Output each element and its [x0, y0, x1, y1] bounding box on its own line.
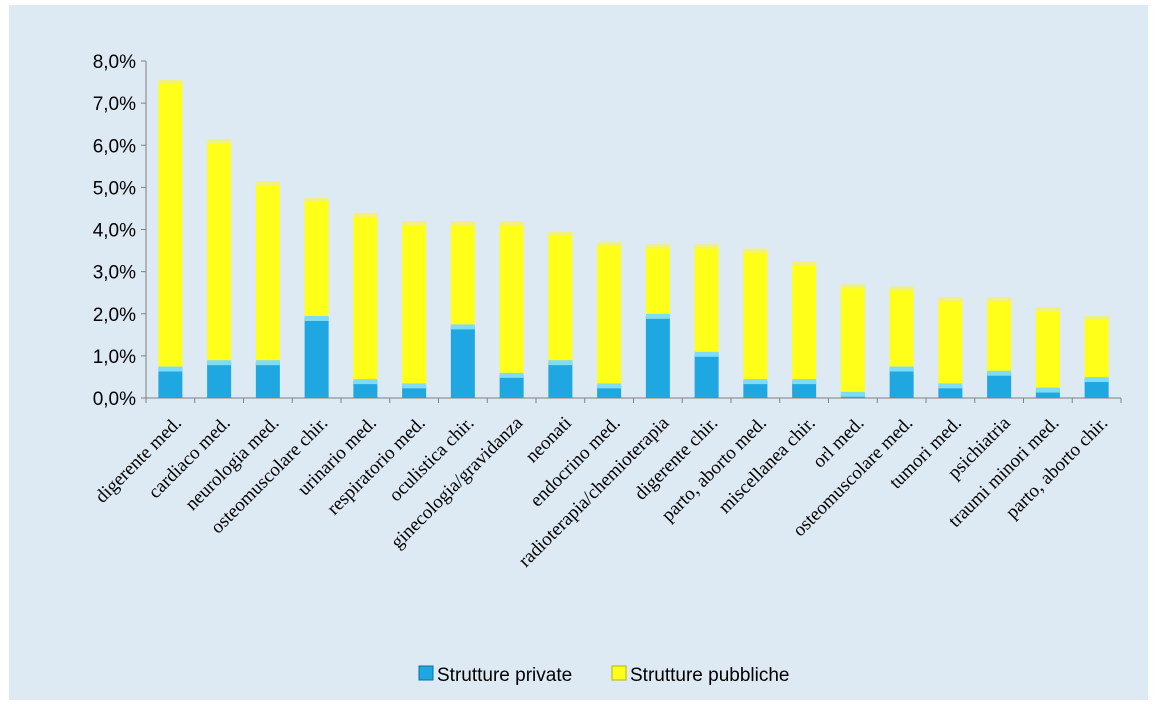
bar-private: [987, 372, 1012, 398]
bar-private-cap: [548, 360, 573, 366]
bar-private: [645, 315, 670, 398]
bar-public-cap: [1035, 307, 1060, 312]
y-tick-label: 8,0%: [93, 52, 136, 73]
bar-private: [1084, 379, 1109, 398]
bar-public: [402, 223, 427, 386]
bar-public: [792, 263, 817, 382]
bar-private-cap: [987, 370, 1012, 376]
bar-public-cap: [597, 242, 622, 247]
bar-public-cap: [158, 80, 183, 85]
bar-private: [402, 385, 427, 398]
bar-private-cap: [938, 383, 963, 389]
y-tick-label: 2,0%: [93, 305, 136, 326]
bar-private-cap: [1035, 387, 1060, 393]
bar-private: [255, 362, 280, 398]
legend-label-private: Strutture private: [437, 665, 572, 686]
bar-public-cap: [645, 244, 670, 249]
y-tick-label: 7,0%: [93, 94, 136, 115]
bar-private: [792, 381, 817, 398]
y-tick-label: 5,0%: [93, 178, 136, 199]
bar-private-cap: [597, 383, 622, 389]
bar-public-cap: [1084, 315, 1109, 320]
bar-public: [840, 286, 865, 394]
bar-public: [987, 299, 1012, 373]
bar-private: [207, 362, 232, 398]
bar-private-cap: [255, 360, 280, 366]
bar-private: [1035, 389, 1060, 398]
bar-public-cap: [743, 248, 768, 253]
bar-public-cap: [304, 198, 329, 203]
bar-public: [597, 244, 622, 386]
bar-private: [597, 385, 622, 398]
bar-public: [158, 82, 183, 369]
bar-public: [499, 223, 524, 375]
bar-public-cap: [792, 261, 817, 266]
y-tick-label: 4,0%: [93, 221, 136, 242]
bar-public: [743, 250, 768, 382]
bar-private-cap: [499, 372, 524, 378]
bar-private: [353, 381, 378, 398]
x-axis: [145, 397, 1122, 403]
bar-private-cap: [450, 324, 475, 330]
bar-public: [548, 233, 573, 363]
y-axis: 0,0% 1,0% 2,0% 3,0% 4,0% 5,0% 6,0% 7,0% 8,0%: [93, 52, 147, 410]
bar-public: [304, 200, 329, 318]
y-tick-label: 1,0%: [93, 347, 136, 368]
bar-private-cap: [889, 366, 914, 372]
bar-private-cap: [207, 360, 232, 366]
bar-public: [889, 288, 914, 369]
bar-private-cap: [1084, 377, 1109, 383]
bars: [158, 80, 1109, 398]
chart-panel: 0,0% 1,0% 2,0% 3,0% 4,0% 5,0% 6,0% 7,0% 8,0% dig…: [9, 5, 1148, 700]
category-labels: digerente med.cardiaco med.neurologia me…: [91, 412, 1112, 571]
bar-public: [207, 141, 232, 363]
bar-public-cap: [207, 139, 232, 144]
bar-public-cap: [987, 297, 1012, 302]
bar-private: [889, 368, 914, 398]
bar-private-cap: [645, 313, 670, 319]
bar-private-cap: [402, 383, 427, 389]
bar-public-cap: [499, 221, 524, 226]
legend: Strutture private Strutture pubbliche: [418, 665, 790, 686]
bar-private-cap: [840, 391, 865, 397]
bar-private-cap: [792, 379, 817, 385]
bar-public: [353, 214, 378, 382]
bar-private: [304, 317, 329, 398]
y-tick-label: 3,0%: [93, 263, 136, 284]
bar-private-cap: [743, 379, 768, 385]
bar-public-cap: [255, 181, 280, 186]
y-tick-label: 0,0%: [93, 389, 136, 410]
bar-public: [1084, 317, 1109, 380]
bar-private: [158, 368, 183, 398]
bar-public: [645, 246, 670, 316]
bar-public-cap: [938, 297, 963, 302]
bar-public-cap: [548, 231, 573, 236]
bar-private-cap: [353, 379, 378, 385]
bar-public: [1035, 309, 1060, 390]
bar-private: [743, 381, 768, 398]
bar-public-cap: [450, 221, 475, 226]
bar-private: [548, 362, 573, 398]
bar-public: [255, 183, 280, 363]
bar-private: [938, 385, 963, 398]
bar-public-cap: [694, 244, 719, 249]
bar-private: [499, 374, 524, 398]
y-tick-label: 6,0%: [93, 136, 136, 157]
bar-public-cap: [353, 212, 378, 217]
bar-public: [938, 299, 963, 386]
legend-swatch-public: [611, 665, 627, 681]
legend-swatch-private: [418, 665, 434, 681]
bar-private-cap: [694, 351, 719, 357]
legend-label-public: Strutture pubbliche: [630, 665, 790, 686]
bar-public: [694, 246, 719, 354]
bar-public-cap: [889, 286, 914, 291]
bar-public-cap: [402, 221, 427, 226]
stacked-bar-chart: 0,0% 1,0% 2,0% 3,0% 4,0% 5,0% 6,0% 7,0% 8,0% dig…: [91, 52, 1122, 686]
bar-public-cap: [840, 284, 865, 289]
bar-private: [694, 353, 719, 398]
bar-private: [450, 326, 475, 398]
bar-private-cap: [304, 315, 329, 321]
bar-public: [450, 223, 475, 327]
bar-private-cap: [158, 366, 183, 372]
